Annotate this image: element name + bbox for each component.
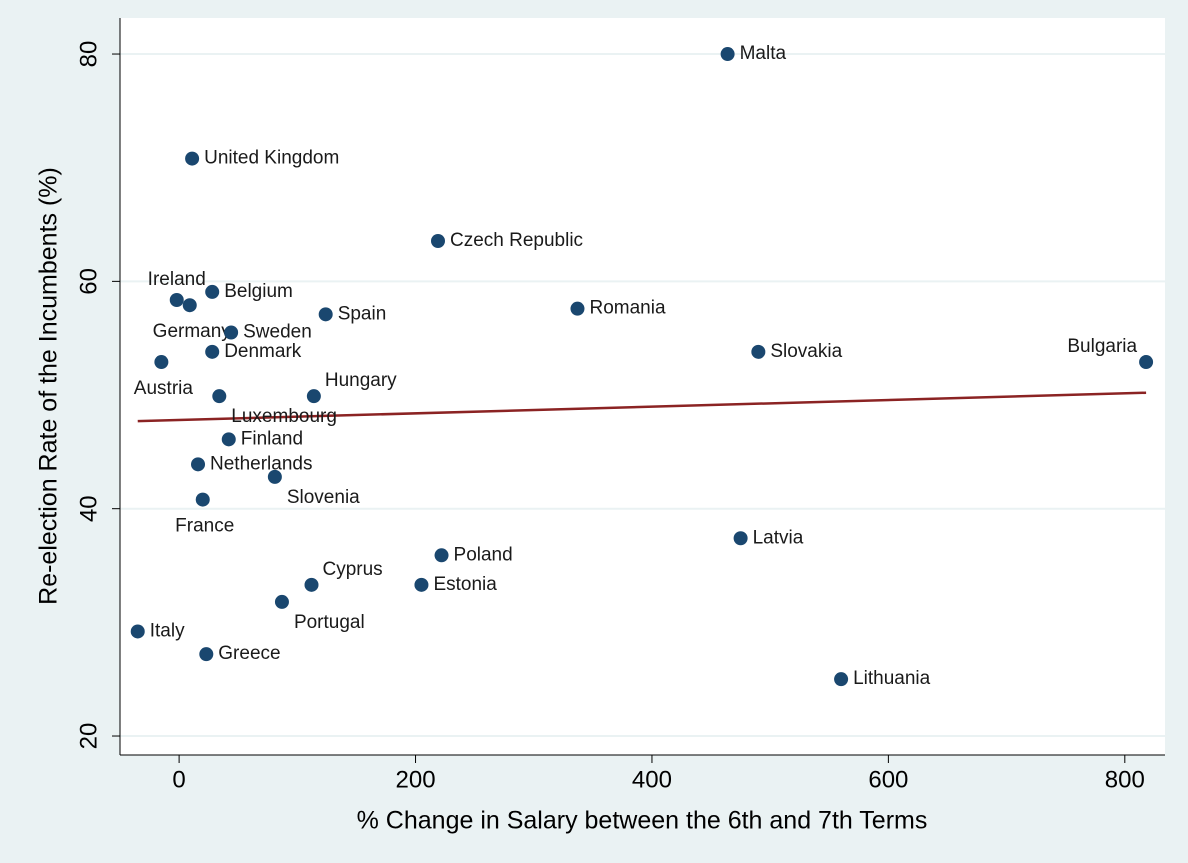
x-tick-label: 200 bbox=[396, 766, 436, 793]
point-label: Luxembourg bbox=[231, 406, 337, 427]
point-label: Denmark bbox=[224, 341, 302, 362]
point bbox=[570, 301, 585, 316]
point-label: Germany bbox=[153, 321, 232, 342]
point bbox=[182, 298, 197, 313]
point bbox=[274, 594, 289, 609]
point bbox=[834, 672, 849, 687]
point bbox=[1139, 355, 1154, 370]
point-label: Estonia bbox=[433, 574, 497, 595]
point-label: Slovakia bbox=[770, 341, 842, 362]
point bbox=[212, 389, 227, 404]
point bbox=[224, 325, 239, 340]
y-tick-label: 60 bbox=[75, 268, 102, 295]
point bbox=[205, 284, 220, 299]
point-label: Spain bbox=[338, 303, 387, 324]
point-label: Malta bbox=[740, 43, 787, 64]
point-label: Sweden bbox=[243, 322, 312, 343]
point bbox=[304, 577, 319, 592]
point bbox=[195, 492, 210, 507]
point bbox=[191, 457, 206, 472]
point bbox=[306, 389, 321, 404]
point-label: Netherlands bbox=[210, 453, 312, 474]
point bbox=[430, 234, 445, 249]
y-tick-label: 80 bbox=[75, 41, 102, 68]
y-tick-label: 20 bbox=[75, 723, 102, 750]
point-label: Latvia bbox=[753, 527, 804, 548]
point bbox=[221, 432, 236, 447]
point-label: Lithuania bbox=[853, 668, 931, 689]
point bbox=[205, 344, 220, 359]
point-label: Austria bbox=[134, 378, 194, 399]
point-label: Slovenia bbox=[287, 487, 360, 508]
y-axis-title: Re-election Rate of the Incumbents (%) bbox=[35, 167, 63, 605]
point bbox=[199, 647, 214, 662]
point-label: Greece bbox=[218, 643, 280, 664]
point bbox=[720, 47, 735, 62]
point bbox=[169, 293, 184, 308]
point-label: Romania bbox=[589, 298, 665, 319]
point-label: Italy bbox=[150, 620, 185, 641]
x-tick-label: 400 bbox=[632, 766, 672, 793]
y-tick-label: 40 bbox=[75, 495, 102, 522]
point bbox=[733, 531, 748, 546]
point-label: Hungary bbox=[325, 370, 397, 391]
point-label: United Kingdom bbox=[204, 148, 339, 169]
x-tick-label: 800 bbox=[1105, 766, 1145, 793]
point-label: France bbox=[175, 516, 234, 537]
x-tick-label: 600 bbox=[868, 766, 908, 793]
point-label: Belgium bbox=[224, 281, 293, 302]
point bbox=[751, 344, 766, 359]
point-label: Finland bbox=[241, 428, 303, 449]
fit-line bbox=[137, 391, 1147, 423]
point bbox=[414, 577, 429, 592]
point-label: Czech Republic bbox=[450, 230, 583, 251]
point bbox=[154, 355, 169, 370]
point-label: Cyprus bbox=[323, 559, 383, 580]
point-label: Portugal bbox=[294, 612, 365, 633]
x-axis-title: % Change in Salary between the 6th and 7… bbox=[357, 807, 928, 835]
x-tick-label: 0 bbox=[172, 766, 185, 793]
point-label: Bulgaria bbox=[1067, 336, 1137, 357]
point-label: Poland bbox=[454, 544, 513, 565]
point-label: Ireland bbox=[148, 269, 206, 290]
point bbox=[267, 469, 282, 484]
point bbox=[130, 624, 145, 639]
point bbox=[318, 307, 333, 322]
point bbox=[434, 548, 449, 563]
plot-area bbox=[120, 18, 1165, 755]
point bbox=[185, 151, 200, 166]
